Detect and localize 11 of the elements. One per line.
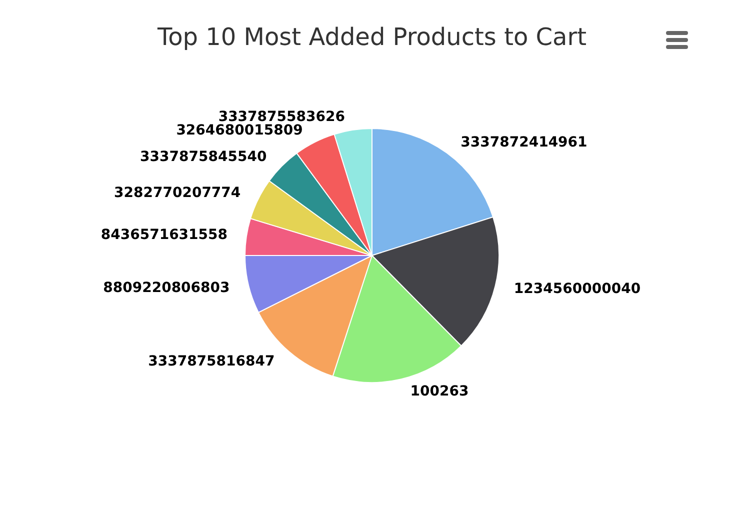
chart-title: Top 10 Most Added Products to Cart: [156, 23, 587, 51]
slice-label: 3337872414961: [460, 134, 588, 150]
slice-label: 3264680015809: [176, 122, 303, 139]
slice-label: 3337875583626: [218, 109, 345, 126]
slice-label: 1234560000040: [514, 281, 641, 298]
slice-label: 3282770207774: [114, 185, 241, 202]
slice-label: 3337875816847: [148, 354, 275, 370]
slice-label: 8809220806803: [103, 280, 230, 296]
slice-label: 3337875845540: [140, 148, 267, 165]
slice-label: 100263: [410, 384, 469, 400]
slice-label: 8436571631558: [100, 226, 228, 243]
